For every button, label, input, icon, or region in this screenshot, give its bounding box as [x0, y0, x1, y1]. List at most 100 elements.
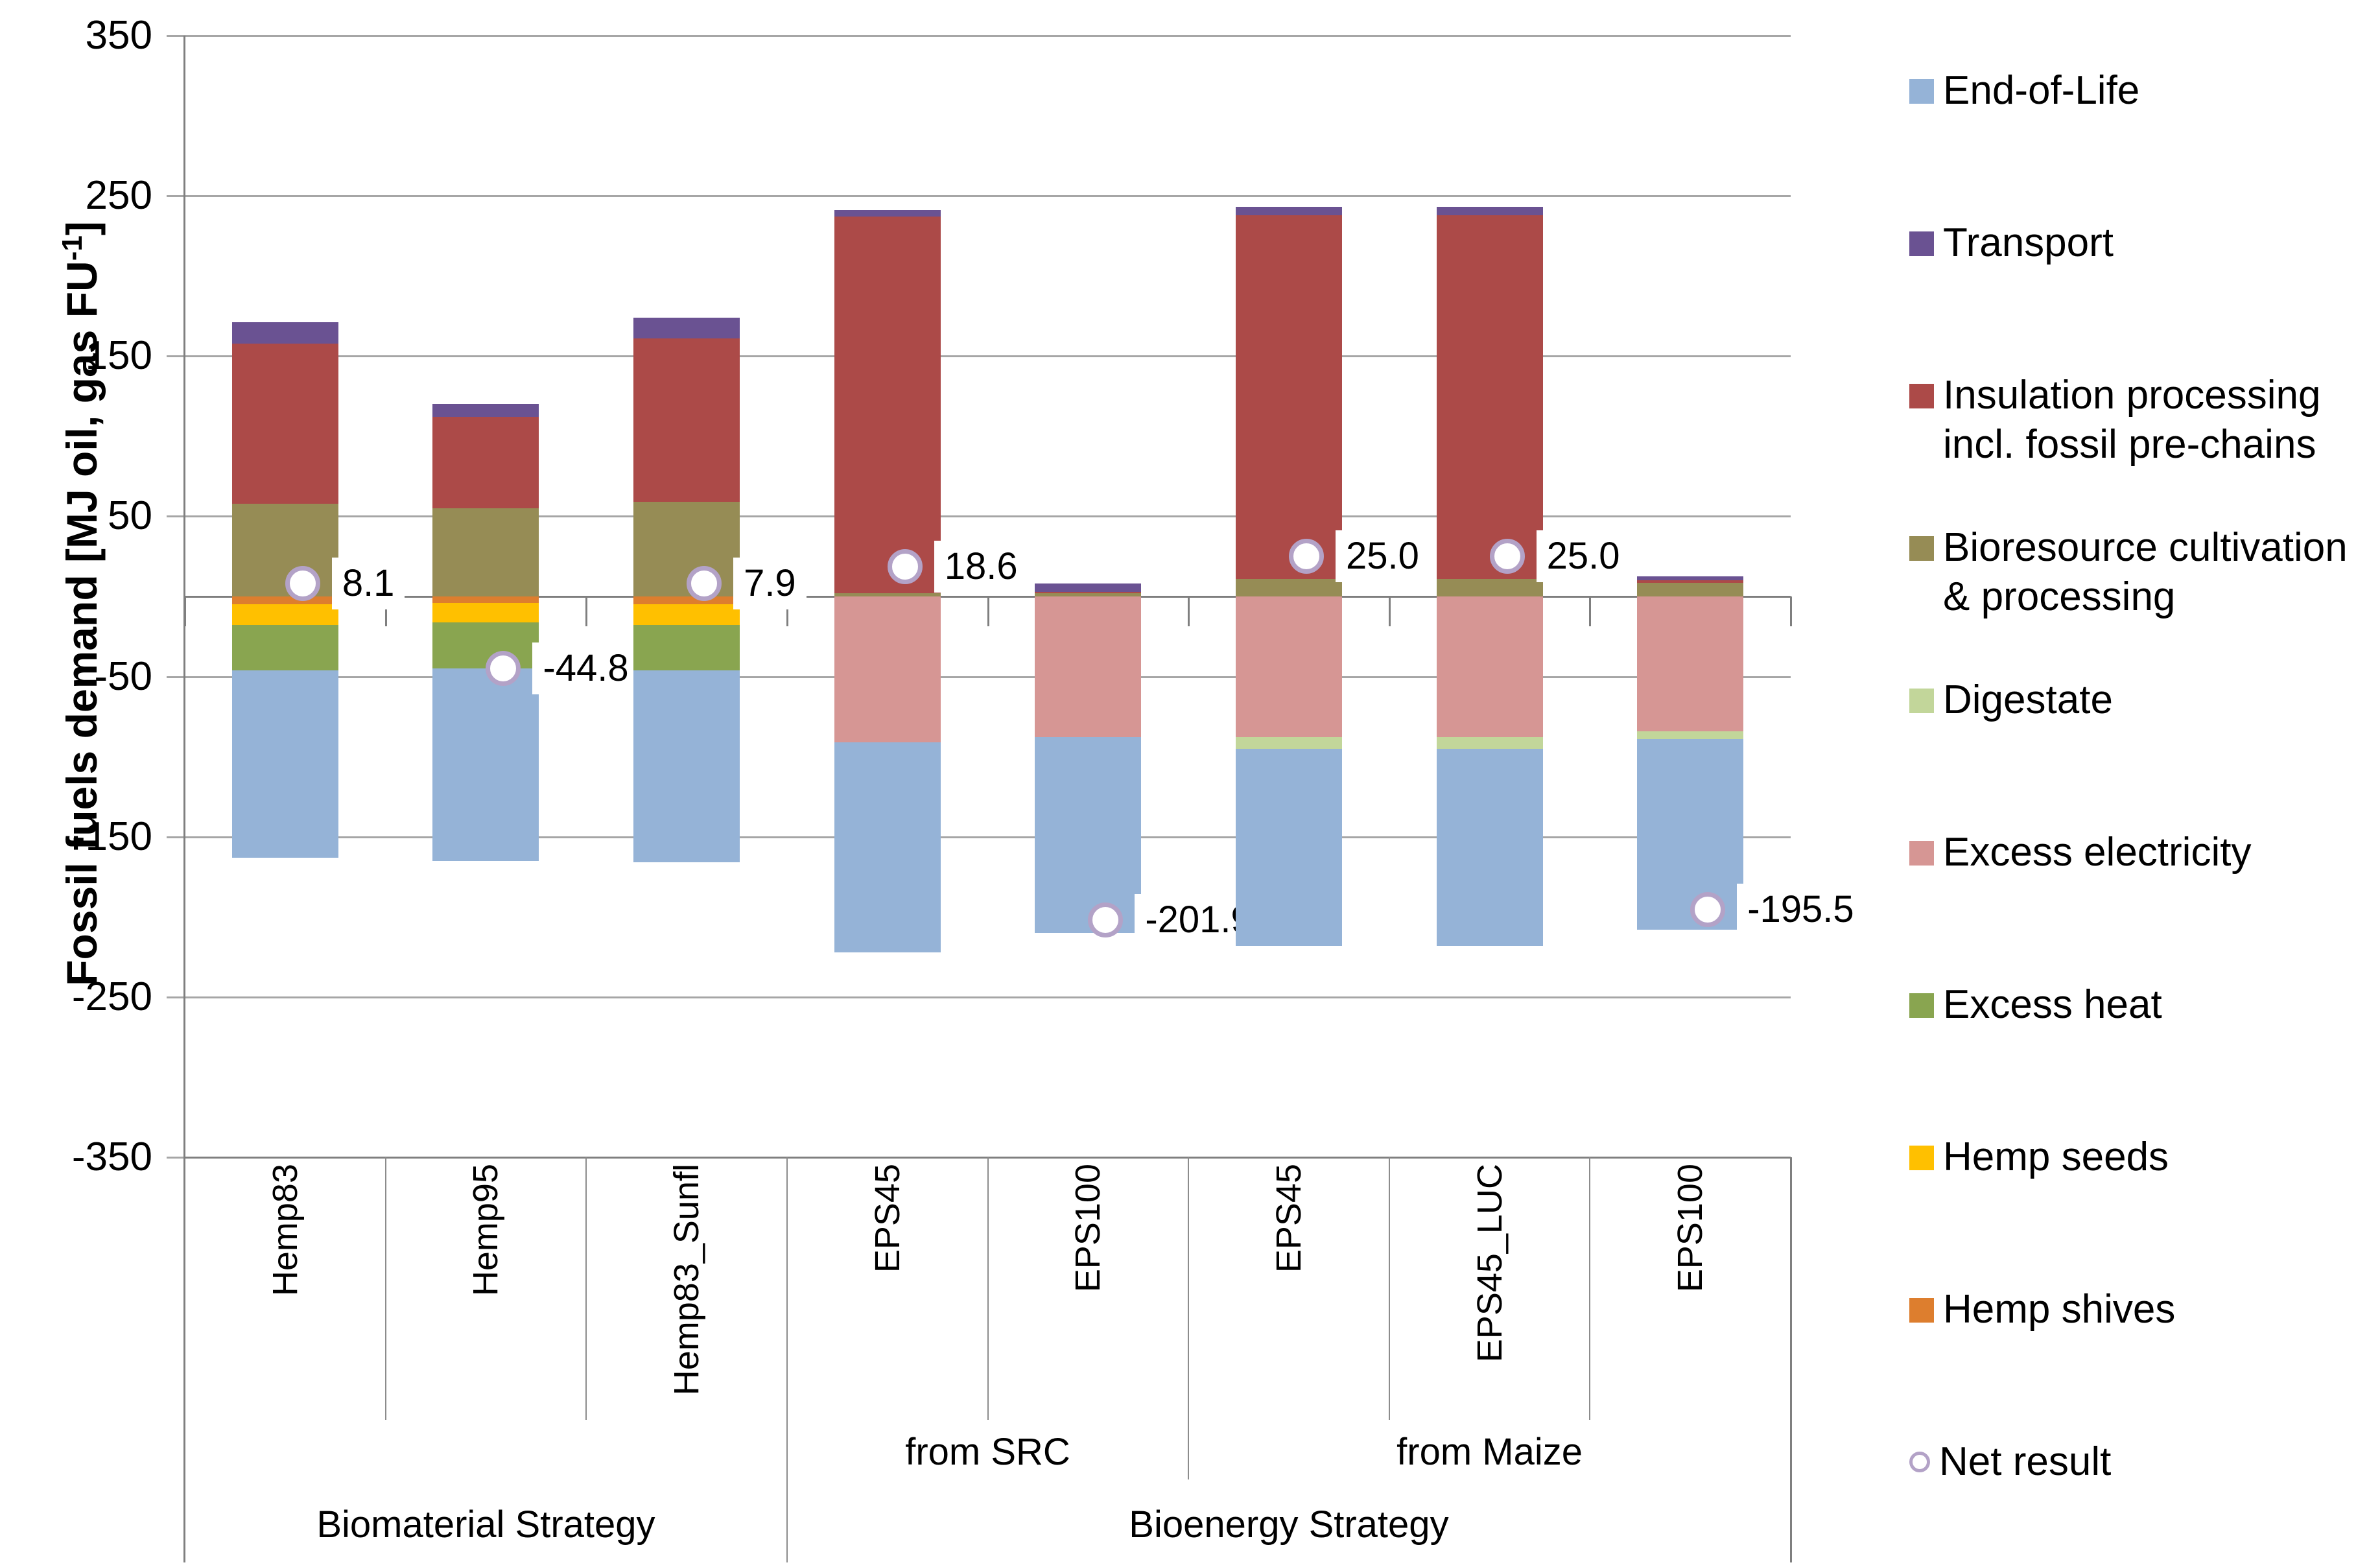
- bar-segment: [432, 417, 539, 509]
- net-result-label: -195.5: [1737, 884, 1865, 936]
- y-axis-tick-label: -250: [71, 974, 152, 1019]
- net-result-marker: [1088, 902, 1124, 937]
- legend-label: End-of-Life: [1943, 68, 2140, 113]
- legend-label: Transport: [1943, 220, 2114, 265]
- gridline: [167, 836, 1791, 838]
- category-label: EPS100: [1671, 1164, 1710, 1293]
- gridline: [167, 996, 1791, 998]
- zero-line-tick: [987, 596, 989, 626]
- net-result-label: 18.6: [934, 541, 1028, 593]
- category-label: EPS45_LUC: [1470, 1164, 1509, 1363]
- bar-segment: [1035, 583, 1142, 592]
- bar-segment: [834, 596, 941, 742]
- category-label: Hemp83: [265, 1164, 305, 1297]
- legend-label: Hemp shives: [1943, 1287, 2176, 1332]
- bar-segment: [633, 317, 740, 339]
- net-result-marker: [1288, 539, 1324, 574]
- legend-item: Net result: [1909, 1437, 2370, 1487]
- group-label-tier2: from Maize: [1396, 1431, 1583, 1473]
- zero-line-tick: [1790, 596, 1792, 626]
- net-result-marker: [1690, 892, 1726, 928]
- bar-segment: [1436, 596, 1543, 738]
- category-separator: [1589, 1157, 1591, 1420]
- group-label-tier3: Biomaterial Strategy: [316, 1503, 655, 1546]
- bar-segment: [1637, 731, 1744, 739]
- bar-segment: [1637, 580, 1744, 583]
- bar-segment: [432, 602, 539, 622]
- bar-segment: [834, 593, 941, 596]
- zero-line-tick: [1188, 596, 1190, 626]
- zero-line-tick: [585, 596, 588, 626]
- zero-line-tick: [786, 596, 788, 626]
- bar-segment: [1035, 596, 1142, 738]
- bar-segment: [432, 622, 539, 669]
- bar-segment: [1637, 738, 1744, 930]
- bar-segment: [1235, 596, 1342, 738]
- bar-segment: [1436, 215, 1543, 579]
- net-result-label: 7.9: [733, 558, 807, 610]
- legend-item: Bioresource cultivation & processing: [1909, 523, 2370, 622]
- legend-color-swatch-icon: [1909, 384, 1934, 408]
- net-result-marker: [486, 650, 521, 686]
- net-result-label: 8.1: [331, 557, 405, 609]
- category-separator: [786, 1157, 788, 1562]
- bar-segment: [1436, 207, 1543, 215]
- legend-item: Hemp seeds: [1909, 1133, 2370, 1182]
- y-axis-title: Fossil fuels demand [MJ oil, gas FU-1]: [56, 221, 106, 986]
- legend-label: Net result: [1939, 1439, 2112, 1484]
- bar-segment: [1637, 596, 1744, 731]
- legend-item: Excess electricity: [1909, 828, 2370, 877]
- bar-segment: [1637, 576, 1744, 581]
- y-axis-tick-label: 350: [85, 13, 152, 58]
- zero-line-tick: [384, 596, 387, 626]
- bar-segment: [432, 668, 539, 861]
- zero-line-tick: [1589, 596, 1592, 626]
- bar-segment: [231, 322, 338, 344]
- category-label: Hemp83_Sunfl: [667, 1164, 707, 1396]
- group-label-tier3: Bioenergy Strategy: [1129, 1503, 1449, 1546]
- legend-label: Excess electricity: [1943, 830, 2252, 875]
- category-separator: [585, 1157, 587, 1420]
- y-axis-tick-label: -50: [94, 654, 152, 699]
- y-axis-tick-label: 150: [85, 333, 152, 379]
- legend-color-swatch-icon: [1909, 993, 1934, 1018]
- category-separator: [384, 1157, 386, 1420]
- bar-segment: [231, 625, 338, 670]
- y-axis-tick-label: -150: [71, 814, 152, 859]
- bar-segment: [1637, 582, 1744, 596]
- bar-segment: [834, 217, 941, 594]
- bar-segment: [231, 596, 338, 605]
- y-axis-tick-label: 50: [108, 493, 152, 539]
- legend-label: Insulation processing incl. fossil pre-c…: [1943, 373, 2321, 467]
- group-label-tier2: from SRC: [905, 1431, 1070, 1473]
- bar-segment: [1235, 215, 1342, 579]
- bar-segment: [633, 604, 740, 626]
- legend-item: Excess heat: [1909, 980, 2370, 1030]
- legend-color-swatch-icon: [1909, 841, 1934, 866]
- bar-segment: [432, 404, 539, 418]
- zero-line-tick: [1388, 596, 1391, 626]
- bar-segment: [1235, 737, 1342, 749]
- net-result-label: 25.0: [1536, 530, 1631, 583]
- legend-color-swatch-icon: [1909, 1146, 1934, 1170]
- bar-segment: [231, 604, 338, 626]
- category-label: EPS100: [1068, 1164, 1108, 1293]
- legend-item: Hemp shives: [1909, 1285, 2370, 1334]
- net-result-label: 25.0: [1335, 530, 1430, 583]
- bar-segment: [1235, 748, 1342, 946]
- legend-color-swatch-icon: [1909, 79, 1934, 104]
- category-separator: [1188, 1157, 1190, 1479]
- legend-color-swatch-icon: [1909, 689, 1934, 713]
- bar-segment: [231, 343, 338, 504]
- net-result-marker: [1489, 539, 1525, 574]
- gridline: [167, 195, 1791, 198]
- bar-segment: [834, 742, 941, 952]
- bar-segment: [633, 596, 740, 605]
- bar-segment: [1235, 207, 1342, 215]
- category-label: Hemp95: [466, 1164, 506, 1297]
- y-axis-tick-label: 250: [85, 173, 152, 218]
- net-result-label: -44.8: [532, 642, 639, 694]
- net-result-circle-icon: [1909, 1452, 1930, 1472]
- legend-color-swatch-icon: [1909, 536, 1934, 561]
